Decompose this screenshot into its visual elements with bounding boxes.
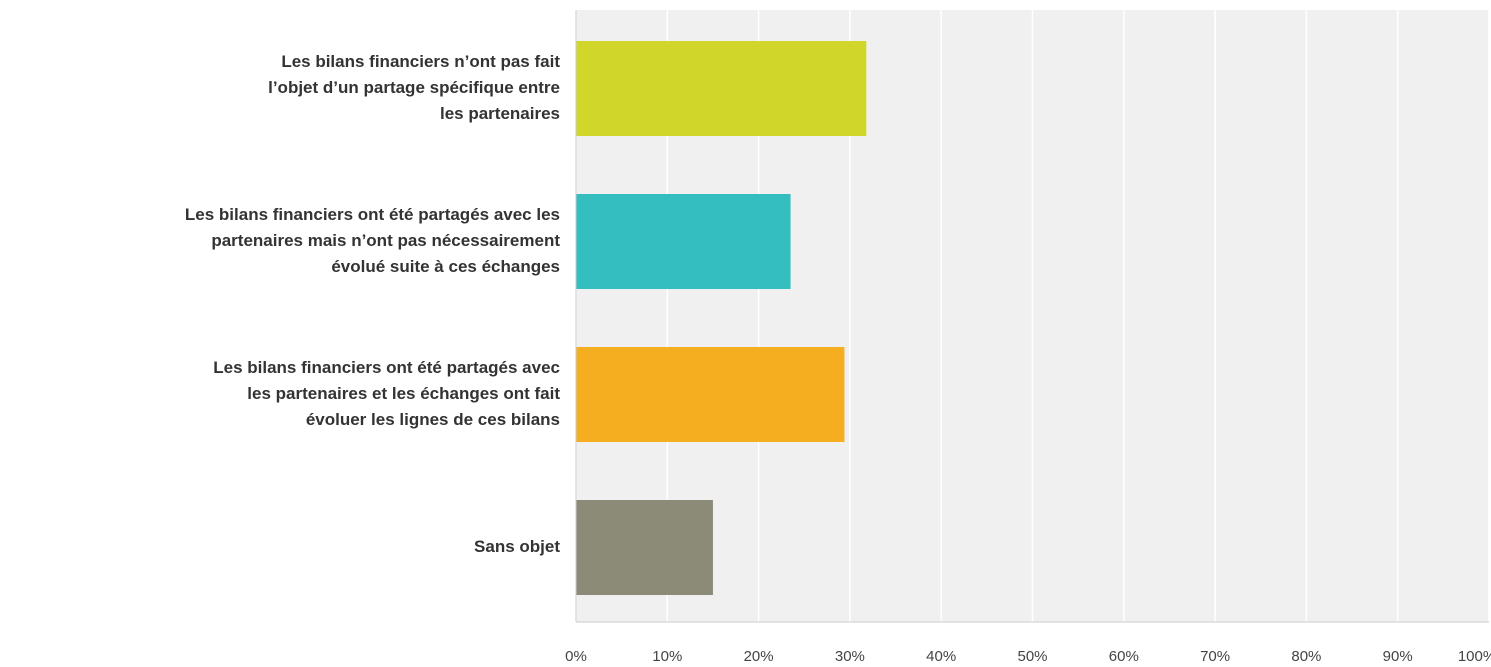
category-label: les partenaires et les échanges ont fait bbox=[247, 384, 560, 403]
bar bbox=[576, 41, 867, 136]
x-tick-label: 80% bbox=[1291, 648, 1321, 665]
category-label: Les bilans financiers n’ont pas fait bbox=[281, 52, 560, 71]
category-label: évolué suite à ces échanges bbox=[331, 257, 560, 276]
category-label: les partenaires bbox=[440, 104, 560, 123]
category-label: Sans objet bbox=[474, 537, 560, 556]
x-tick-label: 0% bbox=[565, 648, 587, 665]
bar bbox=[576, 500, 713, 595]
x-tick-label: 60% bbox=[1109, 648, 1139, 665]
x-tick-label: 40% bbox=[926, 648, 956, 665]
category-label: Les bilans financiers ont été partagés a… bbox=[185, 205, 560, 224]
category-label: partenaires mais n’ont pas nécessairemen… bbox=[211, 231, 560, 250]
x-tick-label: 10% bbox=[652, 648, 682, 665]
category-label: Les bilans financiers ont été partagés a… bbox=[213, 358, 560, 377]
x-tick-label: 30% bbox=[835, 648, 865, 665]
x-tick-label: 20% bbox=[744, 648, 774, 665]
x-tick-label: 70% bbox=[1200, 648, 1230, 665]
bar bbox=[576, 347, 845, 442]
x-tick-label: 90% bbox=[1383, 648, 1413, 665]
bar bbox=[576, 194, 791, 289]
category-label: évoluer les lignes de ces bilans bbox=[306, 410, 560, 429]
x-tick-label: 100% bbox=[1458, 648, 1491, 665]
x-tick-label: 50% bbox=[1017, 648, 1047, 665]
category-label: l’objet d’un partage spécifique entre bbox=[268, 78, 560, 97]
